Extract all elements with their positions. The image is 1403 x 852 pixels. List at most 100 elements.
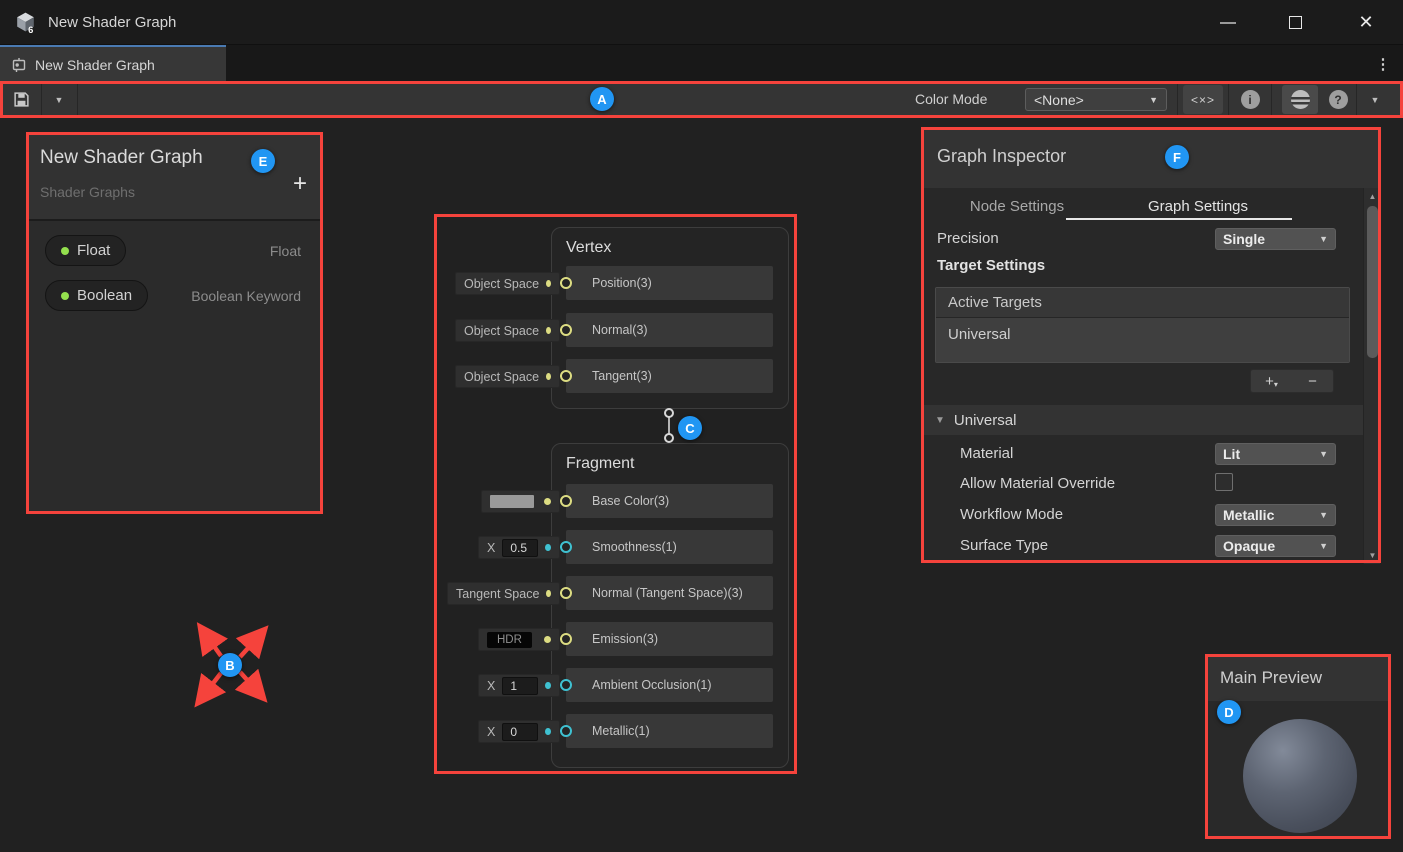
port-circle[interactable] <box>560 679 572 691</box>
chevron-down-icon: ▼ <box>1149 94 1158 105</box>
fragment-port-normal-ts[interactable]: Normal (Tangent Space)(3) <box>560 576 773 610</box>
save-asset-button[interactable] <box>6 85 36 114</box>
maximize-button[interactable] <box>1272 0 1318 45</box>
fragment-port-ambient-occlusion[interactable]: Ambient Occlusion(1) <box>560 668 773 702</box>
connector-dot <box>664 433 674 443</box>
help-button[interactable]: ? <box>1322 85 1354 114</box>
annotation-badge-d: D <box>1217 700 1241 724</box>
view-generated-code-button[interactable]: <×> <box>1183 85 1223 114</box>
port-dot <box>545 728 551 735</box>
port-circle[interactable] <box>560 495 572 507</box>
normal-space-input[interactable]: Tangent Space <box>447 582 560 605</box>
panel-menu-button[interactable]: ⋮ <box>1371 45 1395 82</box>
blackboard-title: New Shader Graph <box>40 147 203 168</box>
vertex-port-tangent[interactable]: Tangent(3) <box>560 359 773 393</box>
toolbar-separator <box>1271 82 1272 117</box>
minimize-button[interactable] <box>1205 0 1251 45</box>
port-circle[interactable] <box>560 277 572 289</box>
port-circle[interactable] <box>560 541 572 553</box>
blackboard-subtitle: Shader Graphs <box>40 184 135 200</box>
port-dot <box>546 280 551 287</box>
save-options-dropdown[interactable]: ▼ <box>45 85 73 114</box>
position-default-input[interactable]: Object Space <box>455 272 560 295</box>
port-circle[interactable] <box>560 633 572 645</box>
remove-target-button[interactable]: − <box>1308 372 1317 390</box>
allow-material-override-label: Allow Material Override <box>960 475 1116 492</box>
port-dot <box>546 327 551 334</box>
fragment-port-smoothness[interactable]: Smoothness(1) <box>560 530 773 564</box>
save-icon <box>13 92 29 107</box>
active-target-item-universal[interactable]: Universal <box>936 318 1349 362</box>
normal-default-input[interactable]: Object Space <box>455 319 560 342</box>
preview-sphere-icon <box>1290 90 1310 109</box>
value-field[interactable]: 1 <box>502 676 539 695</box>
scroll-down-icon[interactable]: ▼ <box>1368 551 1377 560</box>
fragment-port-base-color[interactable]: Base Color(3) <box>560 484 773 518</box>
node-stack-connector <box>668 415 670 438</box>
universal-foldout[interactable]: ▼ Universal <box>923 405 1364 435</box>
port-circle[interactable] <box>560 587 572 599</box>
surface-type-dropdown[interactable]: Opaque ▼ <box>1215 535 1336 557</box>
toolbar-separator <box>1228 82 1229 117</box>
workflow-mode-dropdown[interactable]: Metallic ▼ <box>1215 504 1336 526</box>
metallic-value-input[interactable]: X 0 <box>478 720 560 743</box>
fragment-port-metallic[interactable]: Metallic(1) <box>560 714 773 748</box>
ambient-occlusion-value-input[interactable]: X 1 <box>478 674 560 697</box>
preview-sphere[interactable] <box>1243 719 1357 833</box>
shader-graph-toolbar: ▼ Color Mode <None> ▼ <×> i ? ▼ <box>0 82 1403 117</box>
hdr-color-field[interactable]: HDR <box>487 631 532 648</box>
chevron-down-icon: ▼ <box>1319 541 1328 551</box>
graph-inspector-header[interactable]: Graph Inspector <box>923 129 1379 188</box>
scroll-up-icon[interactable]: ▲ <box>1368 192 1377 201</box>
chevron-down-icon: ▼ <box>54 94 64 105</box>
port-circle[interactable] <box>560 370 572 382</box>
vertex-port-position[interactable]: Position(3) <box>560 266 773 300</box>
tab-label: New Shader Graph <box>35 56 155 73</box>
emission-hdr-input[interactable]: HDR <box>478 628 560 651</box>
property-pill-float[interactable]: Float <box>45 235 127 266</box>
tangent-default-input[interactable]: Object Space <box>455 365 560 388</box>
value-field[interactable]: 0 <box>502 722 539 741</box>
inspector-scrollbar[interactable]: ▲ ▼ <box>1363 188 1380 564</box>
toolbar-overflow-dropdown[interactable]: ▼ <box>1360 85 1390 114</box>
color-swatch[interactable] <box>490 495 534 508</box>
add-property-button[interactable]: + <box>292 170 307 197</box>
graph-inspector-title: Graph Inspector <box>937 146 1067 166</box>
precision-dropdown[interactable]: Single ▼ <box>1215 228 1336 250</box>
main-preview-header[interactable]: Main Preview <box>1207 656 1389 701</box>
close-button[interactable]: ✕ <box>1343 0 1389 45</box>
property-type-dot <box>61 246 69 255</box>
tab-new-shader-graph[interactable]: New Shader Graph <box>0 45 226 82</box>
annotation-badge-b: B <box>218 653 242 677</box>
toolbar-separator <box>41 82 42 117</box>
material-dropdown[interactable]: Lit ▼ <box>1215 443 1336 465</box>
scrollbar-thumb[interactable] <box>1367 206 1378 358</box>
port-dot <box>546 590 551 597</box>
toolbar-separator <box>1356 82 1357 117</box>
property-pill-boolean[interactable]: Boolean <box>45 280 149 311</box>
toolbar-separator <box>1177 82 1178 117</box>
shader-graph-asset-icon <box>12 57 26 72</box>
tab-graph-settings[interactable]: Graph Settings <box>1147 198 1249 215</box>
port-dot <box>544 498 551 505</box>
help-icon: ? <box>1328 90 1348 109</box>
add-target-button[interactable]: + ▾ <box>1265 372 1278 390</box>
port-circle[interactable] <box>560 324 572 336</box>
unity-logo-icon: 6 <box>17 12 34 35</box>
tab-node-settings[interactable]: Node Settings <box>969 198 1065 215</box>
base-color-swatch-input[interactable] <box>481 490 560 513</box>
main-preview-toggle-button[interactable] <box>1282 85 1318 114</box>
smoothness-value-input[interactable]: X 0.5 <box>478 536 560 559</box>
fragment-port-emission[interactable]: Emission(3) <box>560 622 773 656</box>
value-field[interactable]: 0.5 <box>502 538 539 557</box>
graph-inspector-toggle-button[interactable]: i <box>1234 85 1266 114</box>
vertex-port-normal[interactable]: Normal(3) <box>560 313 773 347</box>
color-mode-dropdown[interactable]: <None> ▼ <box>1025 88 1167 111</box>
foldout-triangle-icon: ▼ <box>935 414 945 426</box>
allow-material-override-checkbox[interactable] <box>1215 473 1233 491</box>
active-tab-underline <box>1066 218 1292 220</box>
port-circle[interactable] <box>560 725 572 737</box>
property-type-label: Boolean Keyword <box>191 288 301 304</box>
window-titlebar: 6 New Shader Graph ✕ <box>0 0 1403 45</box>
graph-inspector-panel: Graph Inspector Node Settings Graph Sett… <box>922 128 1380 564</box>
